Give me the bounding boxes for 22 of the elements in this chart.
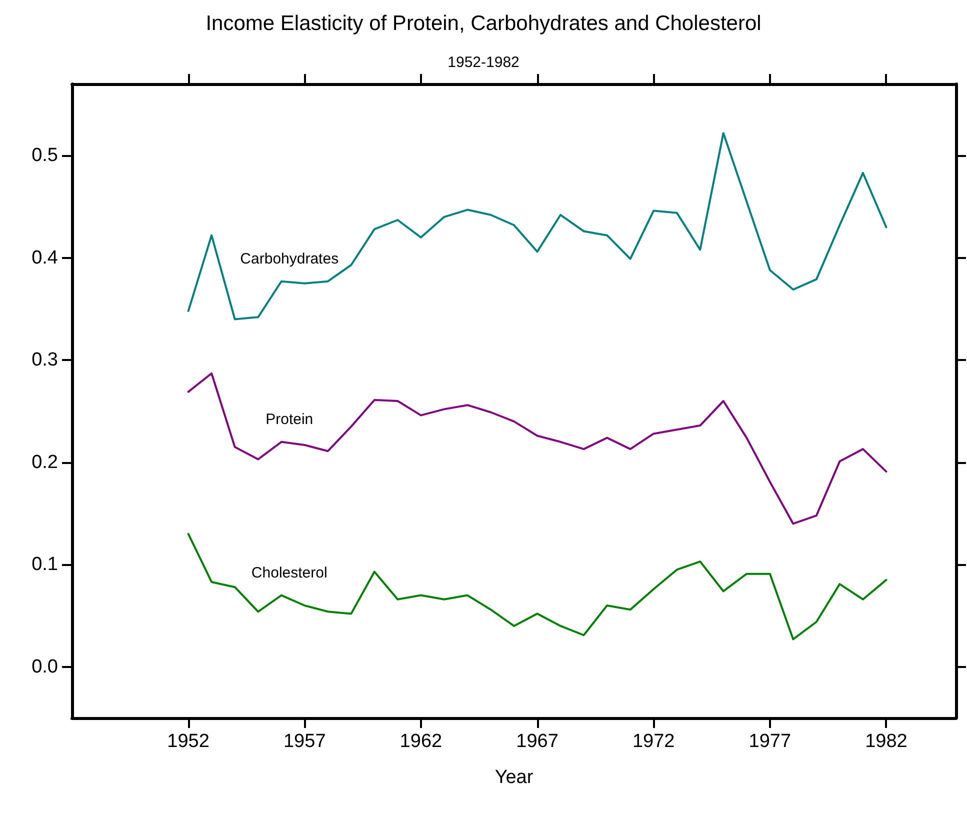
series-label: Carbohydrates bbox=[240, 250, 339, 268]
chart-title: Income Elasticity of Protein, Carbohydrates and Cholesterol bbox=[206, 12, 762, 35]
x-tick-label: 1977 bbox=[748, 731, 792, 752]
series-label: Protein bbox=[266, 410, 314, 428]
y-tick-label: 0.4 bbox=[32, 247, 58, 268]
x-tick-label: 1982 bbox=[865, 731, 908, 752]
y-tick-label: 0.2 bbox=[32, 452, 58, 473]
y-tick-label: 0.5 bbox=[32, 145, 58, 166]
series-label: Cholesterol bbox=[251, 564, 328, 582]
line-series bbox=[187, 132, 888, 320]
x-axis-title: Year bbox=[494, 767, 534, 788]
x-tick-label: 1962 bbox=[400, 731, 442, 752]
x-tick-label: 1952 bbox=[167, 731, 210, 752]
line-series bbox=[187, 372, 888, 525]
y-tick-label: 0.1 bbox=[32, 554, 58, 576]
x-tick-label: 1957 bbox=[283, 731, 326, 752]
line-series bbox=[187, 532, 888, 640]
y-tick-label: 0.0 bbox=[32, 656, 58, 678]
y-tick-label: 0.3 bbox=[32, 350, 58, 371]
x-tick-label: 1972 bbox=[632, 731, 675, 752]
x-tick-label: 1967 bbox=[516, 731, 558, 752]
chart-subtitle: 1952-1982 bbox=[448, 54, 520, 71]
